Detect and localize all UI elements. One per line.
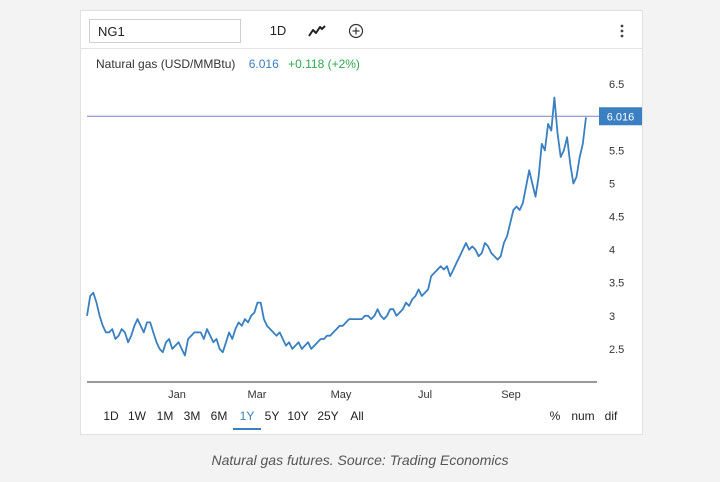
range-button-1m[interactable]: 1M (156, 409, 174, 423)
x-tick-label: Mar (248, 389, 267, 401)
last-price-tag (599, 107, 642, 126)
range-button-5y[interactable]: 5Y (264, 409, 280, 423)
legend-label: Natural gas (USD/MMBtu) (96, 57, 236, 71)
figure-caption: Natural gas futures. Source: Trading Eco… (211, 452, 509, 468)
legend-last-value: 6.016 (248, 57, 279, 71)
chart-legend: Natural gas (USD/MMBtu) 6.016 +0.118 (+2… (96, 57, 360, 71)
symbol-input[interactable] (89, 19, 241, 43)
y-tick-label: 3.5 (609, 278, 624, 290)
last-price-label: 6.016 (607, 111, 635, 123)
range-button-all[interactable]: All (350, 409, 364, 423)
y-tick-label: 5.5 (609, 145, 624, 157)
display-mode-num[interactable]: num (571, 409, 595, 423)
range-button-3m[interactable]: 3M (183, 409, 201, 423)
plus-circle-icon (348, 23, 364, 39)
range-button-10y[interactable]: 10Y (287, 409, 309, 423)
range-button-1y[interactable]: 1Y (233, 404, 261, 430)
line-chart-icon (308, 25, 326, 37)
x-tick-label: Sep (501, 389, 521, 401)
display-mode-percent[interactable]: % (549, 409, 561, 423)
y-tick-label: 5 (609, 178, 615, 190)
more-options-button[interactable] (611, 19, 633, 43)
range-button-6m[interactable]: 6M (210, 409, 228, 423)
vertical-dots-icon (620, 24, 624, 38)
x-tick-label: Jan (168, 389, 186, 401)
interval-button[interactable]: 1D (269, 23, 287, 38)
y-tick-label: 2.5 (609, 344, 624, 356)
display-mode-dif[interactable]: dif (604, 409, 618, 423)
compare-button[interactable] (343, 19, 369, 43)
x-tick-label: Jul (418, 389, 432, 401)
chart-type-button[interactable] (303, 19, 331, 43)
range-button-1d[interactable]: 1D (103, 409, 119, 423)
price-series-line (86, 96, 587, 357)
range-button-1w[interactable]: 1W (128, 409, 146, 423)
chart-toolbar: 1D (81, 11, 642, 49)
legend-change: +0.118 (+2%) (288, 57, 360, 71)
x-tick-label: May (331, 389, 352, 401)
range-button-25y[interactable]: 25Y (317, 409, 339, 423)
y-tick-label: 3 (609, 311, 615, 323)
range-selector: 1D 1W 1M 3M 6M 1Y 5Y 10Y 25Y All% num dif (81, 404, 642, 430)
chart-widget: 1D Natural gas (USD/MMBtu) 6.016 +0.118 … (80, 10, 643, 435)
y-tick-label: 6.5 (609, 79, 624, 91)
y-tick-label: 4 (609, 245, 615, 257)
y-tick-label: 4.5 (609, 212, 624, 224)
